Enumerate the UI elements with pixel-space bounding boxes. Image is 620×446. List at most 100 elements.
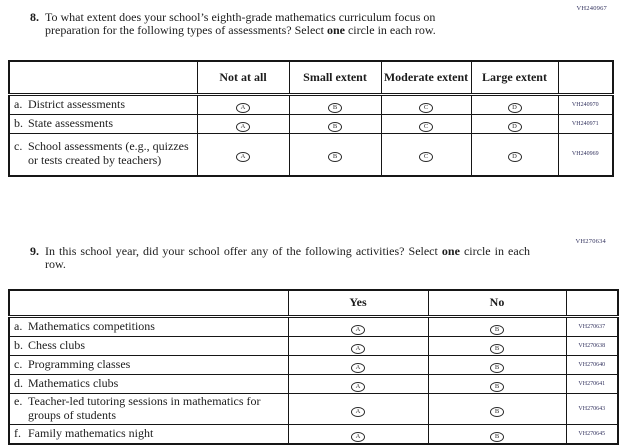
row-letter: e. [14,393,23,408]
q8-header-not-at-all: Not at all [196,60,290,96]
question9-text-part1: In this school year, did your school off… [45,244,438,258]
bubble-cell: A [287,315,429,337]
row-label: Mathematics clubs [28,375,119,390]
row-label-cell: c. Programming classes [8,354,289,375]
question8-text-part1: To what extent does your school’s eighth… [45,10,436,38]
row-vh-code: VH270645 [565,423,619,444]
row-label-cell: a. District assessments [8,93,198,115]
row-label: Teacher-led tutoring sessions in mathema… [28,393,261,422]
row-label-cell: d. Mathematics clubs [8,373,289,394]
answer-bubble[interactable]: B [490,431,504,442]
answer-bubble[interactable]: A [351,362,365,373]
bubble-cell: B [427,315,567,337]
row-vh-code: VH240970 [557,93,614,115]
question8: 8. To what extent does your school’s eig… [30,10,492,38]
answer-bubble[interactable]: D [507,152,522,163]
answer-bubble[interactable]: C [419,121,433,132]
row-letter: b. [14,337,23,352]
table-row: b. State assessments A B C D VH240971 [8,113,614,134]
bubble-cell: A [196,132,290,177]
q9-header-empty [8,289,289,318]
answer-bubble[interactable]: A [351,431,365,442]
question8-text-part2: circle in each row. [347,23,436,38]
answer-bubble[interactable]: C [419,152,433,163]
answer-bubble[interactable]: A [236,152,250,163]
q8-header-code-empty [557,60,614,96]
bubble-cell: B [427,423,567,444]
q8-header-moderate-extent: Moderate extent [380,60,472,96]
answer-bubble[interactable]: A [351,381,365,392]
bubble-cell: A [287,423,429,444]
answer-bubble[interactable]: B [490,343,504,354]
bubble-cell: A [196,113,290,134]
answer-bubble[interactable]: A [236,121,250,132]
q8-header-empty [8,60,198,96]
question9-bold-word: one [441,244,460,258]
table-row: c. Programming classes A B VH270640 [8,354,619,375]
bubble-cell: A [287,354,429,375]
row-vh-code: VH270640 [565,354,619,375]
answer-bubble[interactable]: C [419,102,433,113]
question9: 9. In this school year, did your school … [30,244,530,272]
bubble-cell: C [380,93,472,115]
bubble-cell: A [287,392,429,425]
table-row: b. Chess clubs A B VH270638 [8,335,619,356]
answer-bubble[interactable]: B [328,102,342,113]
question8-text: To what extent does your school’s eighth… [45,10,492,38]
row-letter: f. [14,425,21,440]
row-label: State assessments [28,115,113,130]
row-vh-code: VH240971 [557,113,614,134]
bubble-cell: A [196,93,290,115]
answer-bubble[interactable]: B [328,152,342,163]
row-label-cell: c. School assessments (e.g., quizzes or t… [8,132,198,177]
answer-bubble[interactable]: D [507,121,522,132]
row-label-cell: f. Family mathematics night [8,423,289,444]
bubble-cell: B [288,132,382,177]
row-label-cell: a. Mathematics competitions [8,315,289,337]
row-label: Family mathematics night [28,425,154,440]
table-row: e. Teacher-led tutoring sessions in mathe… [8,392,619,425]
answer-bubble[interactable]: A [236,102,250,113]
q9-table-header-row: Yes No [8,289,619,318]
question8-bold-word: one [326,23,345,38]
row-letter: a. [14,96,23,111]
q9-header-code-empty [565,289,619,318]
answer-bubble[interactable]: B [490,381,504,392]
row-label-cell: e. Teacher-led tutoring sessions in mathe… [8,392,289,425]
bubble-cell: A [287,373,429,394]
row-vh-code: VH240969 [557,132,614,177]
bubble-cell: B [288,93,382,115]
row-vh-code: VH270641 [565,373,619,394]
row-label: Programming classes [28,356,131,371]
answer-bubble[interactable]: A [351,343,365,354]
answer-bubble[interactable]: A [351,406,365,417]
bubble-cell: D [470,113,559,134]
table-row: d. Mathematics clubs A B VH270641 [8,373,619,394]
table-row: a. Mathematics competitions A B VH270637 [8,315,619,337]
row-label: School assessments (e.g., quizzes or tes… [28,139,189,168]
row-label: Mathematics competitions [28,318,155,333]
row-label-cell: b. Chess clubs [8,335,289,356]
bubble-cell: A [287,335,429,356]
answer-bubble[interactable]: A [351,324,365,335]
answer-bubble[interactable]: B [490,324,504,335]
row-label-cell: b. State assessments [8,113,198,134]
question9-vh-code: VH270634 [575,238,606,245]
row-vh-code: VH270637 [565,315,619,337]
bubble-cell: B [427,373,567,394]
question8-vh-code: VH240967 [576,5,607,12]
answer-bubble[interactable]: B [328,121,342,132]
q9-header-yes: Yes [287,289,429,318]
q8-header-small-extent: Small extent [288,60,382,96]
row-letter: c. [14,356,23,371]
table-row: c. School assessments (e.g., quizzes or t… [8,132,614,177]
answer-bubble[interactable]: B [490,362,504,373]
q8-response-table: Not at all Small extent Moderate extent … [8,60,614,177]
question9-number: 9. [30,244,39,258]
answer-bubble[interactable]: B [490,406,504,417]
answer-bubble[interactable]: D [507,102,522,113]
row-letter: d. [14,375,23,390]
bubble-cell: B [427,392,567,425]
bubble-cell: B [288,113,382,134]
row-letter: c. [14,139,23,154]
